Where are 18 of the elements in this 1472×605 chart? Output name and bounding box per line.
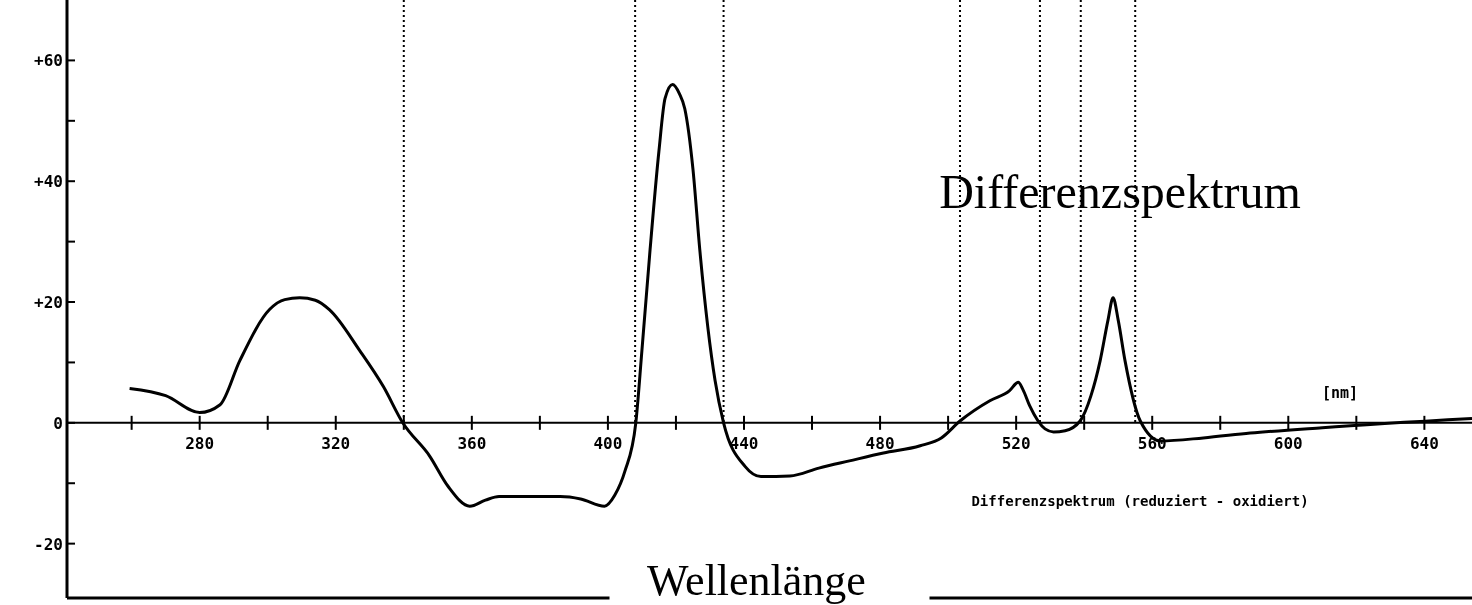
x-tick-label: 320	[321, 433, 351, 453]
x-tick-label: 360	[457, 433, 487, 453]
y-tick-label: -20	[34, 534, 63, 554]
annotation: [nm]	[1321, 384, 1359, 402]
x-tick-label: 280	[185, 433, 215, 453]
annotation: Differenzspektrum (reduziert - oxidiert)	[971, 493, 1309, 509]
y-tick-label: +40	[34, 172, 63, 192]
x-tick-label: 600	[1273, 433, 1303, 453]
y-tick-label: 0	[53, 413, 63, 433]
annotation: Differenzspektrum	[939, 165, 1301, 218]
x-tick-label: 400	[593, 433, 623, 453]
y-tick-label: +20	[34, 293, 63, 313]
x-tick-label: 480	[865, 433, 895, 453]
y-tick-label: +60	[34, 51, 63, 71]
x-tick-label: 520	[1001, 433, 1031, 453]
x-tick-label: 440	[729, 433, 759, 453]
x-axis-title: Wellenlänge	[647, 556, 866, 605]
x-tick-label: 640	[1409, 433, 1439, 453]
